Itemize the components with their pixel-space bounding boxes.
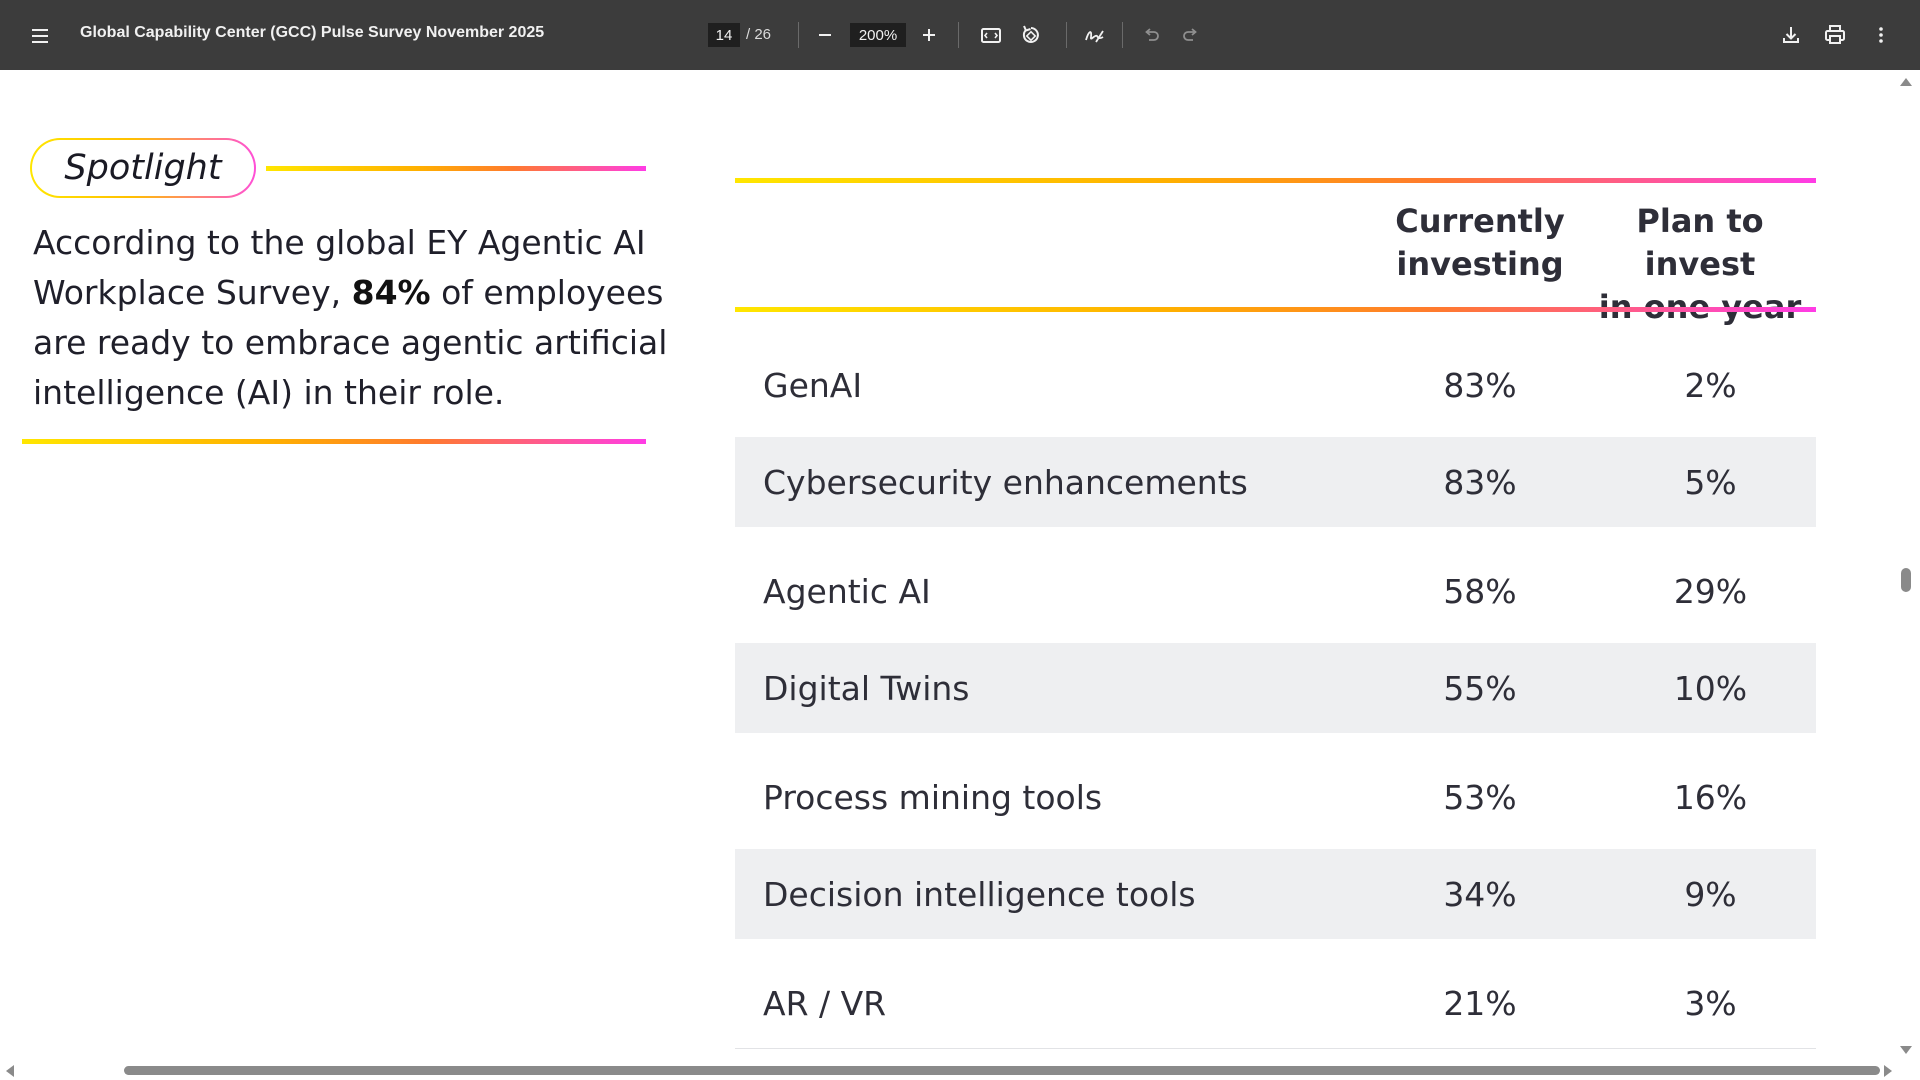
document-title: Global Capability Center (GCC) Pulse Sur… <box>80 24 545 41</box>
row-label: Agentic AI <box>763 571 931 611</box>
row-plan-to-invest: 3% <box>1684 983 1737 1023</box>
row-plan-to-invest: 5% <box>1684 462 1737 502</box>
rotate-icon[interactable] <box>1018 22 1044 48</box>
spotlight-label: Spotlight <box>32 140 254 196</box>
row-plan-to-invest: 9% <box>1684 874 1737 914</box>
page-total: / 26 <box>746 26 772 43</box>
vertical-scroll-thumb[interactable] <box>1901 568 1911 592</box>
row-current-investing: 83% <box>1443 365 1517 405</box>
row-plan-to-invest: 2% <box>1684 365 1737 405</box>
horizontal-scroll-thumb[interactable] <box>124 1066 1880 1075</box>
scroll-left-icon[interactable] <box>6 1065 14 1077</box>
gradient-divider <box>266 166 646 171</box>
table-top-rule <box>735 178 1816 183</box>
pdf-toolbar: Global Capability Center (GCC) Pulse Sur… <box>0 0 1920 70</box>
spotlight-badge: Spotlight <box>30 138 256 198</box>
header-currently-investing: Currently investing <box>1375 200 1585 286</box>
spotlight-text: According to the global EY Agentic AI Wo… <box>33 218 693 418</box>
table-header-rule <box>735 307 1816 312</box>
scroll-down-icon[interactable] <box>1900 1046 1912 1054</box>
document-page: Spotlight According to the global EY Age… <box>0 70 1892 1068</box>
toolbar-divider <box>798 22 799 48</box>
download-icon[interactable] <box>1778 22 1804 48</box>
scroll-up-icon[interactable] <box>1900 78 1912 86</box>
header-plan-line1: Plan to invest <box>1636 202 1764 283</box>
row-plan-to-invest: 29% <box>1673 571 1748 611</box>
row-label: GenAI <box>763 365 863 405</box>
row-label: Cybersecurity enhancements <box>763 462 1248 502</box>
spotlight-text-end: of employees are ready to embrace agenti… <box>33 273 668 412</box>
header-current-line2: investing <box>1396 245 1564 283</box>
investment-table: Currently investing Plan to invest in on… <box>735 70 1816 1068</box>
vertical-scrollbar[interactable] <box>1892 70 1920 1080</box>
more-options-icon[interactable] <box>1868 22 1894 48</box>
toolbar-divider <box>1122 22 1123 48</box>
row-label: Process mining tools <box>763 777 1103 817</box>
gradient-divider <box>22 439 646 444</box>
table-row: Decision intelligence tools 34% 9% <box>735 849 1816 939</box>
table-row: AR / VR 21% 3% <box>735 958 1816 1048</box>
row-plan-to-invest: 16% <box>1673 777 1748 817</box>
header-current-line1: Currently <box>1395 202 1565 240</box>
horizontal-scrollbar[interactable] <box>0 1062 1892 1080</box>
spotlight-highlight: 84% <box>351 273 431 312</box>
table-row: Cybersecurity enhancements 83% 5% <box>735 437 1816 527</box>
scroll-right-icon[interactable] <box>1884 1065 1892 1077</box>
menu-icon[interactable] <box>26 22 54 50</box>
table-bottom-rule <box>735 1048 1816 1049</box>
row-label: AR / VR <box>763 983 887 1023</box>
zoom-out-icon[interactable] <box>812 22 838 48</box>
zoom-in-icon[interactable] <box>916 22 942 48</box>
redo-icon[interactable] <box>1178 22 1204 48</box>
zoom-level-input[interactable]: 200% <box>850 23 906 47</box>
table-row: GenAI 83% 2% <box>735 340 1816 430</box>
undo-icon[interactable] <box>1138 22 1164 48</box>
page-number-input[interactable]: 14 <box>708 23 740 47</box>
row-current-investing: 34% <box>1443 874 1517 914</box>
table-row: Agentic AI 58% 29% <box>735 546 1816 636</box>
toolbar-divider <box>1066 22 1067 48</box>
row-current-investing: 53% <box>1443 777 1517 817</box>
row-current-investing: 83% <box>1443 462 1517 502</box>
row-current-investing: 21% <box>1443 983 1517 1023</box>
print-icon[interactable] <box>1822 22 1848 48</box>
spotlight-text-start: According to the global EY Agentic AI Wo… <box>33 223 646 312</box>
row-label: Decision intelligence tools <box>763 874 1196 914</box>
table-row: Digital Twins 55% 10% <box>735 643 1816 733</box>
table-row: Process mining tools 53% 16% <box>735 752 1816 842</box>
row-current-investing: 58% <box>1443 571 1517 611</box>
row-plan-to-invest: 10% <box>1673 668 1748 708</box>
row-label: Digital Twins <box>763 668 970 708</box>
toolbar-divider <box>958 22 959 48</box>
row-current-investing: 55% <box>1443 668 1517 708</box>
annotate-icon[interactable] <box>1082 22 1108 48</box>
fit-page-icon[interactable] <box>978 22 1004 48</box>
